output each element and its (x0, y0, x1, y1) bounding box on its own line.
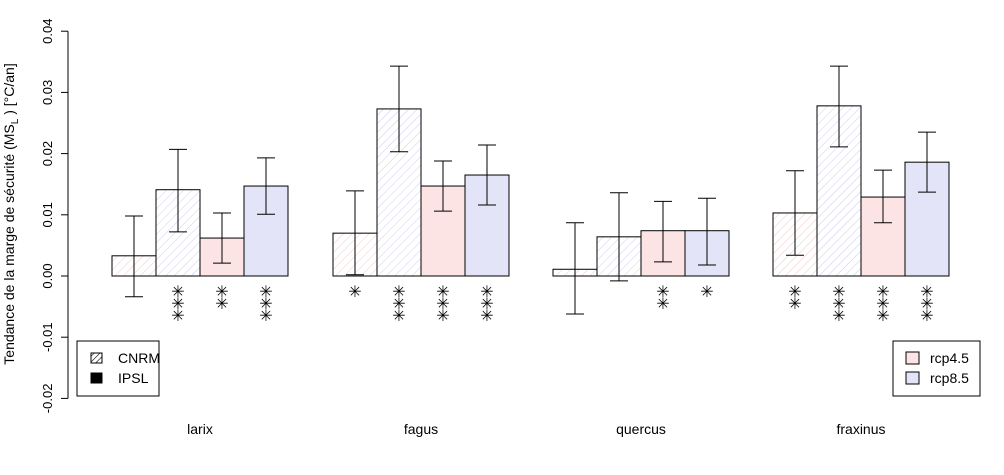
y-tick-label: 0.02 (40, 141, 55, 166)
significance-star: ✳ (656, 284, 669, 301)
legend-swatch (90, 352, 103, 364)
legend-label: rcp8.5 (930, 370, 969, 386)
legend-label: rcp4.5 (930, 350, 969, 366)
significance-star: ✳ (480, 284, 493, 301)
significance-star: ✳ (832, 284, 845, 301)
y-axis-label: Tendance de la marge de sécurité (MSL ) … (1, 63, 21, 364)
significance-star: ✳ (920, 308, 933, 325)
significance-star: ✳ (171, 296, 184, 313)
x-tick-labels: larix fagus quercus fraxinus (187, 421, 885, 437)
significance-star: ✳ (920, 284, 933, 301)
legend-swatch (905, 351, 920, 365)
y-tick-label: -0.01 (40, 322, 55, 352)
significance-star: ✳ (832, 308, 845, 325)
legend-swatch (905, 371, 920, 385)
significance-star: ✳ (920, 296, 933, 313)
y-tick-label: 0.03 (40, 80, 55, 105)
significance-star: ✳ (788, 296, 801, 313)
y-axis: -0.02 -0.01 0.00 0.01 0.02 0.03 0.04 (40, 19, 69, 414)
significance-star: ✳ (700, 284, 713, 301)
y-tick-label: -0.02 (40, 384, 55, 414)
significance-star: ✳ (259, 308, 272, 325)
significance-star: ✳ (259, 284, 272, 301)
significance-star: ✳ (392, 296, 405, 313)
legend-label: CNRM (118, 350, 160, 366)
y-tick-label: 0.00 (40, 263, 55, 288)
significance-star: ✳ (259, 296, 272, 313)
legend-box (892, 340, 981, 397)
x-tick-label: larix (187, 421, 213, 437)
legend-label: IPSL (118, 370, 149, 386)
significance-star: ✳ (876, 296, 889, 313)
bars: ✳✳✳✳✳✳✳✳✳ ✳✳✳✳✳✳✳✳✳✳✳✳ ✳✳✳✳✳✳✳✳✳✳✳ (111, 65, 950, 325)
significance-star: ✳ (436, 308, 449, 325)
legend-scenario: rcp4.5 rcp8.5 (892, 340, 981, 397)
significance-star: ✳ (832, 296, 845, 313)
significance-star: ✳ (392, 308, 405, 325)
significance-star: ✳ (876, 308, 889, 325)
legend-model: CNRM IPSL (76, 340, 160, 397)
significance-star: ✳ (656, 296, 669, 313)
legend-box (76, 340, 160, 397)
x-tick-label: quercus (616, 421, 666, 437)
significance-star: ✳ (876, 284, 889, 301)
significance-star: ✳ (171, 308, 184, 325)
significance-star: ✳ (348, 284, 361, 301)
significance-star: ✳ (788, 284, 801, 301)
y-tick-label: 0.04 (40, 19, 55, 44)
significance-star: ✳ (215, 296, 228, 313)
y-tick-label: 0.01 (40, 202, 55, 227)
significance-star: ✳ (480, 308, 493, 325)
x-tick-label: fraxinus (836, 421, 885, 437)
legend-swatch (90, 372, 103, 384)
significance-star: ✳ (436, 284, 449, 301)
significance-star: ✳ (480, 296, 493, 313)
x-tick-label: fagus (404, 421, 438, 437)
significance-star: ✳ (436, 296, 449, 313)
significance-star: ✳ (215, 284, 228, 301)
significance-star: ✳ (171, 284, 184, 301)
significance-star: ✳ (392, 284, 405, 301)
